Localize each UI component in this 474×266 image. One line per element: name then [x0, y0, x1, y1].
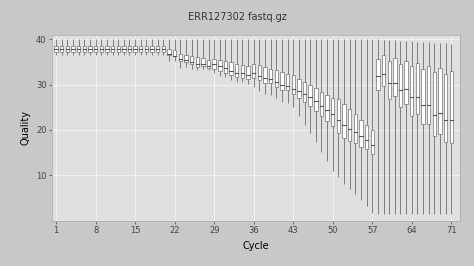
Bar: [263, 67, 267, 83]
Bar: [162, 46, 165, 52]
Bar: [246, 66, 250, 80]
Bar: [82, 46, 86, 52]
Bar: [416, 63, 419, 114]
Bar: [274, 70, 278, 86]
Bar: [122, 46, 126, 52]
Bar: [77, 46, 81, 52]
Bar: [229, 63, 233, 75]
Bar: [71, 46, 75, 52]
Bar: [404, 61, 408, 104]
Bar: [88, 46, 91, 52]
Bar: [128, 46, 131, 52]
Bar: [365, 125, 368, 149]
Bar: [309, 85, 312, 106]
Bar: [167, 49, 171, 55]
Bar: [388, 61, 391, 99]
Bar: [297, 79, 301, 98]
Y-axis label: Quality: Quality: [20, 110, 30, 145]
Bar: [348, 109, 351, 141]
Bar: [269, 69, 273, 83]
Bar: [399, 64, 402, 107]
Bar: [410, 66, 413, 116]
Bar: [207, 60, 210, 68]
Bar: [444, 74, 447, 142]
Bar: [94, 46, 97, 52]
Bar: [286, 74, 289, 90]
Bar: [438, 68, 442, 134]
Bar: [105, 46, 109, 52]
Bar: [156, 46, 159, 52]
Bar: [258, 65, 261, 80]
Bar: [196, 57, 199, 66]
Bar: [393, 58, 397, 96]
Bar: [201, 59, 205, 66]
Bar: [173, 51, 176, 56]
Bar: [218, 60, 221, 71]
Bar: [111, 46, 114, 52]
Bar: [235, 64, 238, 77]
Bar: [359, 120, 363, 147]
Bar: [184, 55, 188, 62]
Bar: [134, 46, 137, 52]
X-axis label: Cycle: Cycle: [243, 241, 269, 251]
Bar: [280, 72, 283, 90]
Bar: [314, 88, 318, 111]
Bar: [371, 130, 374, 154]
Bar: [145, 46, 148, 52]
Bar: [382, 55, 385, 85]
Bar: [326, 95, 329, 120]
Bar: [117, 46, 120, 52]
Bar: [292, 76, 295, 94]
Bar: [427, 66, 430, 124]
Bar: [241, 65, 244, 78]
Bar: [252, 64, 255, 78]
Bar: [376, 59, 380, 90]
Bar: [433, 72, 436, 136]
Bar: [303, 82, 306, 102]
Bar: [224, 61, 227, 73]
Bar: [150, 46, 154, 52]
Bar: [60, 46, 64, 52]
Bar: [450, 71, 453, 143]
Bar: [100, 46, 103, 52]
Bar: [331, 98, 335, 126]
Text: ERR127302 fastq.gz: ERR127302 fastq.gz: [188, 12, 286, 22]
Bar: [179, 54, 182, 61]
Bar: [139, 46, 143, 52]
Bar: [342, 104, 346, 138]
Bar: [190, 56, 193, 64]
Bar: [212, 59, 216, 69]
Bar: [421, 69, 425, 124]
Bar: [66, 46, 69, 52]
Bar: [55, 46, 58, 52]
Bar: [337, 99, 340, 133]
Bar: [354, 114, 357, 143]
Bar: [320, 92, 323, 116]
